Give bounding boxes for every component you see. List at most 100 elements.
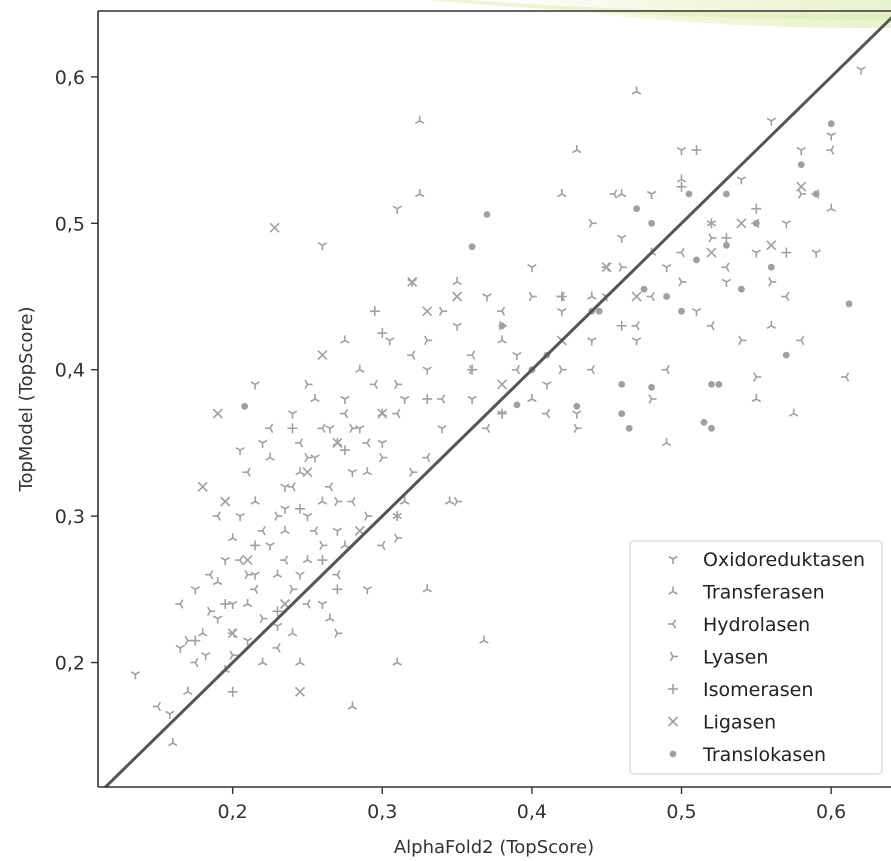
data-point	[244, 569, 253, 580]
data-point	[242, 637, 253, 646]
y-tick-label: 0,4	[55, 360, 85, 382]
axes-frame	[97, 10, 891, 788]
data-point	[272, 569, 283, 578]
data-point	[676, 181, 687, 192]
data-point	[302, 467, 313, 478]
x-axis-title: AlphaFold2 (TopScore)	[394, 837, 594, 858]
data-point	[364, 511, 373, 521]
data-point	[197, 481, 208, 492]
data-point	[767, 263, 775, 271]
data-point	[738, 335, 747, 346]
data-point	[706, 321, 715, 331]
data-point	[369, 379, 378, 390]
data-point	[438, 306, 448, 316]
data-point	[616, 189, 627, 198]
data-point	[392, 408, 401, 419]
data-point	[407, 276, 418, 287]
legend-marker	[668, 619, 677, 629]
data-point	[242, 599, 253, 608]
data-point	[497, 306, 506, 316]
x-tick-label: 0,6	[816, 801, 846, 823]
data-point	[753, 372, 762, 382]
legend-item: Transferasen	[668, 582, 825, 604]
data-point	[557, 308, 567, 317]
data-point	[422, 452, 431, 463]
data-point	[242, 555, 253, 566]
legend-marker	[668, 586, 678, 595]
data-point	[241, 402, 248, 410]
data-point	[385, 337, 395, 346]
data-point	[190, 657, 199, 668]
data-point	[235, 447, 245, 456]
data-point	[197, 628, 208, 637]
y-tick-label: 0,2	[55, 653, 85, 675]
data-point	[512, 351, 522, 361]
data-point	[798, 189, 807, 199]
data-point	[362, 467, 373, 476]
data-point	[295, 657, 305, 666]
data-point	[586, 364, 595, 375]
data-point	[165, 710, 175, 719]
data-point	[715, 381, 723, 388]
data-point	[294, 686, 306, 697]
data-point	[751, 203, 762, 214]
data-point	[736, 176, 747, 185]
data-point	[708, 233, 717, 243]
data-point	[414, 115, 425, 124]
data-point	[409, 467, 418, 477]
data-point	[782, 351, 790, 359]
background-decoration	[430, 0, 891, 29]
data-point	[496, 379, 508, 390]
data-point	[479, 635, 489, 644]
series-isomerasen	[190, 145, 792, 697]
data-point	[242, 467, 251, 477]
data-point	[498, 322, 506, 330]
data-point	[781, 291, 790, 302]
legend-marker	[668, 684, 678, 694]
data-point	[212, 511, 221, 521]
data-point	[317, 555, 328, 566]
identity-line	[103, 16, 891, 787]
data-point	[168, 738, 178, 747]
data-point	[467, 350, 476, 360]
data-point	[646, 190, 657, 199]
legend-label: Transferasen	[702, 582, 825, 604]
y-tick-label: 0,6	[55, 67, 85, 89]
data-point	[483, 211, 491, 218]
data-point	[601, 262, 612, 273]
data-point	[693, 256, 700, 264]
data-point	[648, 219, 655, 227]
data-point	[856, 66, 866, 75]
data-point	[497, 335, 507, 344]
data-point	[482, 423, 491, 434]
data-point	[339, 408, 349, 419]
data-point	[736, 218, 747, 229]
data-point	[768, 277, 777, 287]
data-point	[631, 291, 642, 302]
data-point	[422, 584, 432, 593]
data-point	[265, 542, 275, 551]
data-point	[340, 540, 350, 549]
data-point	[220, 496, 231, 507]
legend: Oxidoreduktasen Transferasen Hydrolasen Lya…	[629, 540, 883, 775]
data-point	[347, 469, 358, 478]
data-point	[334, 496, 343, 507]
data-point	[625, 424, 633, 432]
legend-label: Oxidoreduktasen	[703, 549, 865, 571]
data-point	[392, 205, 402, 214]
data-point	[269, 222, 280, 233]
data-point	[257, 657, 268, 666]
legend-marker	[669, 651, 678, 662]
data-point	[557, 189, 567, 198]
data-point	[766, 117, 777, 126]
data-point	[310, 394, 320, 403]
data-point	[287, 410, 298, 419]
data-point	[355, 364, 365, 373]
data-point	[280, 505, 290, 514]
data-point	[152, 701, 161, 712]
data-point	[340, 395, 350, 404]
data-point	[542, 381, 552, 390]
data-point	[826, 203, 836, 212]
data-point	[424, 335, 433, 346]
data-point	[399, 395, 410, 404]
